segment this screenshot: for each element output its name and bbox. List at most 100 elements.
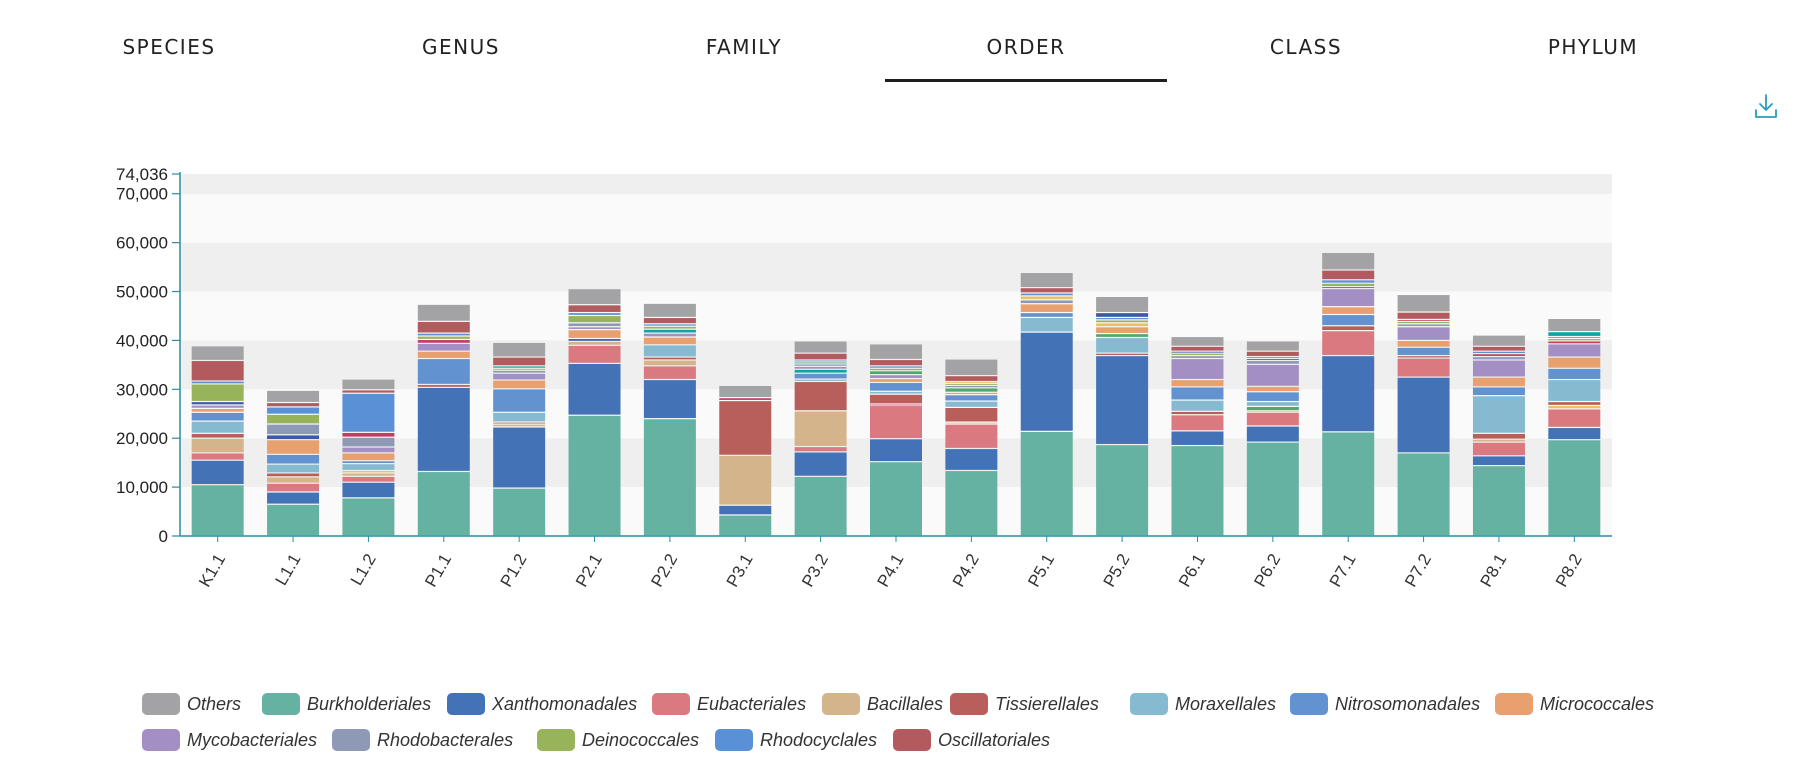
bar-segment (1020, 313, 1073, 317)
legend-item-micrococcales[interactable]: Micrococcales (1495, 690, 1654, 718)
bar-segment (1246, 392, 1299, 401)
bar-segment (1472, 351, 1525, 354)
bar-segment (1246, 357, 1299, 358)
legend-item-bacillales[interactable]: Bacillales (822, 690, 943, 718)
bar-segment (417, 304, 470, 321)
bar-segment (1472, 346, 1525, 351)
x-tick-label: K1.1 (195, 551, 229, 591)
bar-segment (1096, 297, 1149, 312)
bar-segment (794, 373, 847, 379)
legend-item-others[interactable]: Others (142, 690, 241, 718)
bar-segment (1020, 431, 1073, 536)
bar-segment (417, 351, 470, 358)
tab-class[interactable]: CLASS (1269, 35, 1343, 59)
bar-segment (870, 344, 922, 359)
legend-item-moraxellales[interactable]: Moraxellales (1130, 690, 1276, 718)
bar-segment (1472, 456, 1525, 465)
bar-segment (643, 419, 696, 536)
bar-segment (191, 346, 244, 360)
bar-segment (1397, 312, 1450, 319)
bar-segment (493, 342, 546, 357)
bar-segment (1397, 356, 1450, 358)
tab-genus[interactable]: GENUS (422, 35, 500, 59)
bar-segment (643, 345, 696, 357)
bar-segment (1548, 402, 1601, 405)
bar-segment (1322, 331, 1375, 355)
bar-segment (1548, 337, 1601, 338)
bar-segment (1472, 433, 1525, 439)
bar-segment (1472, 387, 1525, 396)
bar-segment (1322, 326, 1375, 331)
bar-segment (1246, 407, 1299, 411)
bar-segment (1548, 428, 1601, 440)
bar-segment (794, 366, 847, 369)
bar-segment (1472, 439, 1525, 442)
bar-segment (1322, 287, 1375, 289)
bar-segment (568, 313, 621, 315)
bar-segment (1171, 359, 1224, 379)
download-button[interactable] (1752, 92, 1780, 122)
legend-swatch (537, 729, 575, 751)
bar-segment (568, 415, 621, 536)
bar-segment (493, 422, 546, 424)
bar-segment (568, 345, 621, 363)
bar-segment (342, 471, 395, 473)
bar-segment (1020, 273, 1073, 288)
bar-segment (493, 389, 546, 412)
bar-segment (643, 318, 696, 324)
bar-segment (191, 405, 244, 408)
legend-item-nitrosomonadales[interactable]: Nitrosomonadales (1290, 690, 1480, 718)
tab-species[interactable]: SPECIES (122, 35, 216, 59)
bar-segment (568, 327, 621, 330)
legend-item-mycobacteriales[interactable]: Mycobacteriales (142, 726, 317, 754)
y-tick-label: 50,000 (116, 283, 168, 302)
bar-segment (417, 472, 470, 536)
tab-family[interactable]: FAMILY (705, 35, 783, 59)
legend-item-xanthomonadales[interactable]: Xanthomonadales (447, 690, 637, 718)
legend-item-burkholderiales[interactable]: Burkholderiales (262, 690, 431, 718)
legend-item-eubacteriales[interactable]: Eubacteriales (652, 690, 806, 718)
bar-segment (342, 476, 395, 482)
bar-segment (267, 454, 320, 464)
bar-segment (1171, 351, 1224, 353)
bar-segment (1020, 318, 1073, 332)
bar-segment (342, 393, 395, 432)
bar-segment (568, 364, 621, 415)
bar-segment (342, 461, 395, 464)
bar-segment (1472, 442, 1525, 456)
bar-segment (1472, 357, 1525, 360)
bar-segment (794, 364, 847, 366)
bar-segment (1246, 359, 1299, 360)
bar-segment (870, 366, 922, 368)
bar-segment (1171, 415, 1224, 431)
x-tick-label: P1.2 (497, 551, 531, 591)
bar-segment (1020, 288, 1073, 293)
legend-item-oscillatoriales[interactable]: Oscillatoriales (893, 726, 1050, 754)
bar-segment (1397, 319, 1450, 321)
bar-segment (945, 359, 998, 376)
bar-segment (1397, 327, 1450, 340)
bar-segment (945, 388, 998, 392)
bar-segment (643, 360, 696, 366)
legend-item-rhodobacterales[interactable]: Rhodobacterales (332, 726, 513, 754)
bar-segment (1548, 409, 1601, 427)
legend-item-deinococcales[interactable]: Deinococcales (537, 726, 699, 754)
legend-item-tissierellales[interactable]: Tissierellales (950, 690, 1099, 718)
bar-segment (1171, 411, 1224, 415)
plot-band (180, 291, 1612, 341)
legend-label: Others (187, 693, 242, 714)
bar-segment (191, 460, 244, 485)
bar-segment (794, 447, 847, 452)
bar-segment (1397, 341, 1450, 347)
tab-order[interactable]: ORDER (885, 30, 1167, 82)
legend-swatch (822, 693, 860, 715)
tab-phylum[interactable]: PHYLUM (1547, 35, 1639, 59)
bar-segment (342, 390, 395, 393)
bar-segment (794, 379, 847, 381)
bar-segment (643, 380, 696, 419)
legend-swatch (142, 729, 180, 751)
legend-label: Moraxellales (1175, 693, 1277, 714)
legend-label: Nitrosomonadales (1335, 693, 1481, 714)
bar-segment (945, 376, 998, 381)
legend-item-rhodocyclales[interactable]: Rhodocyclales (715, 726, 877, 754)
